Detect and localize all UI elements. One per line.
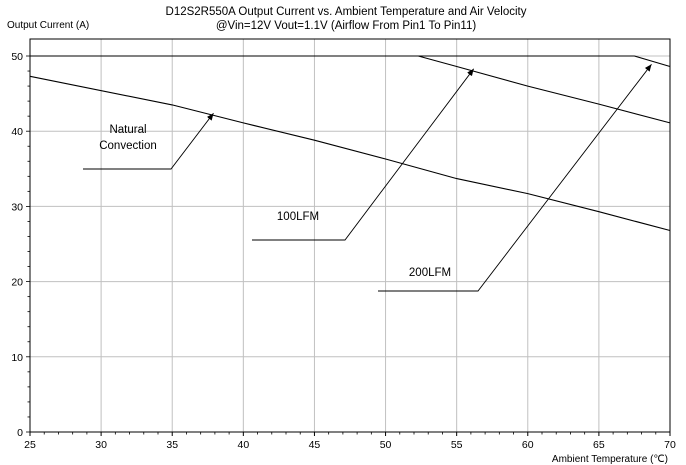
x-tick-label: 65 — [593, 439, 605, 451]
series-line-1 — [29, 75, 671, 232]
y-tick-label: 0 — [17, 427, 23, 439]
series-line-2 — [30, 55, 671, 124]
x-axis-label: Ambient Temperature (℃) — [552, 454, 668, 465]
annotation-arrow-1 — [83, 112, 214, 170]
x-tick-label: 60 — [522, 439, 534, 451]
y-tick-labels: 0 10 20 30 40 50 — [11, 51, 23, 439]
y-tick-label: 40 — [11, 126, 23, 138]
y-tick-label: 50 — [11, 51, 23, 63]
annotation-label-1: Natural Convection — [99, 124, 157, 152]
x-tick-label: 40 — [237, 439, 249, 451]
plot-frame — [29, 38, 671, 433]
annotation-label-line: Convection — [99, 140, 157, 152]
x-tick-labels: 25 30 35 40 45 50 55 60 65 70 — [24, 439, 676, 451]
annotation-arrow-3 — [378, 64, 652, 292]
annotation-label-2: 100LFM — [277, 211, 319, 223]
x-tick-label: 55 — [451, 439, 463, 451]
x-tick-label: 45 — [309, 439, 321, 451]
y-tick-label: 30 — [11, 201, 23, 213]
chart-subtitle: @Vin=12V Vout=1.1V (Airflow From Pin1 To… — [216, 20, 477, 32]
annotations: Natural Convection 100LFM 200LFM — [83, 64, 652, 292]
x-tick-label: 70 — [664, 439, 676, 451]
x-tick-label: 50 — [380, 439, 392, 451]
x-tick-label: 25 — [24, 439, 36, 451]
series-line-3 — [30, 55, 671, 68]
annotation-label-3: 200LFM — [409, 267, 451, 279]
y-axis-label: Output Current (A) — [7, 20, 89, 31]
chart-title: D12S2R550A Output Current vs. Ambient Te… — [166, 6, 527, 18]
x-tick-label: 30 — [95, 439, 107, 451]
y-tick-label: 10 — [11, 352, 23, 364]
annotation-arrow-2 — [252, 68, 475, 241]
x-tick-label: 35 — [166, 439, 178, 451]
annotation-label-line: 100LFM — [277, 211, 319, 223]
annotation-label-line: Natural — [109, 124, 146, 136]
y-tick-label: 20 — [11, 277, 23, 289]
annotation-label-line: 200LFM — [409, 267, 451, 279]
minor-ticks — [26, 55, 671, 436]
series-lines — [29, 55, 671, 232]
